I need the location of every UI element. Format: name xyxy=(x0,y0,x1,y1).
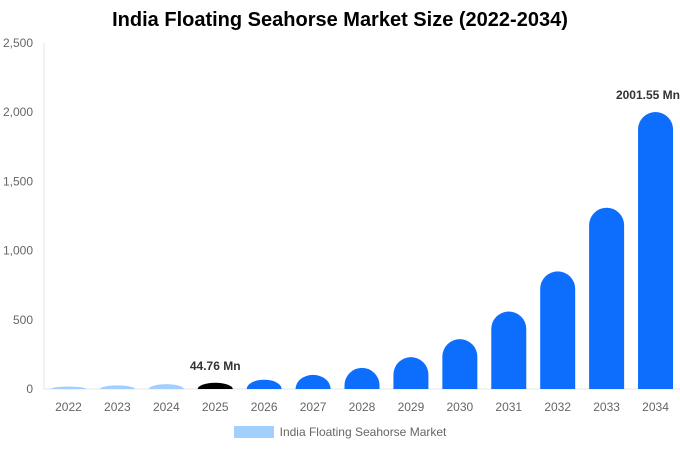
y-tick-label: 2,500 xyxy=(3,36,33,50)
bar-2029[interactable] xyxy=(393,357,429,389)
bar-2032[interactable] xyxy=(540,271,576,389)
bar-2033[interactable] xyxy=(589,207,625,389)
y-tick-label: 0 xyxy=(26,382,33,396)
y-tick-label: 2,000 xyxy=(3,105,33,119)
x-axis: 2022 2023 2024 2025 2026 2027 2028 2029 2030 2031… xyxy=(44,388,680,414)
data-labels: 44.76 Mn 2001.55 Mn xyxy=(190,88,680,373)
bar-2022[interactable] xyxy=(50,386,86,389)
y-tick-label: 1,000 xyxy=(3,244,33,258)
x-tick-label: 2028 xyxy=(349,400,376,414)
chart-title: India Floating Seahorse Market Size (202… xyxy=(112,9,568,31)
bar-2034[interactable] xyxy=(638,111,674,389)
legend[interactable]: India Floating Seahorse Market xyxy=(0,425,680,439)
x-tick-label: 2022 xyxy=(55,400,82,414)
x-tick-label: 2034 xyxy=(642,400,669,414)
y-axis: 0 500 1,000 1,500 2,000 2,500 xyxy=(3,36,45,396)
bar-series xyxy=(50,111,674,389)
data-label-2034: 2001.55 Mn xyxy=(616,88,680,102)
bar-2025[interactable] xyxy=(197,382,233,389)
bar-2023[interactable] xyxy=(99,385,135,389)
x-tick-label: 2033 xyxy=(593,400,620,414)
y-tick-label: 500 xyxy=(13,313,33,327)
x-tick-label: 2023 xyxy=(104,400,131,414)
x-tick-label: 2025 xyxy=(202,400,229,414)
data-label-2025: 44.76 Mn xyxy=(190,359,241,373)
bar-2026[interactable] xyxy=(246,379,282,389)
x-tick-label: 2029 xyxy=(398,400,425,414)
x-tick-label: 2032 xyxy=(544,400,571,414)
x-tick-label: 2026 xyxy=(251,400,278,414)
x-tick-label: 2027 xyxy=(300,400,327,414)
x-tick-label: 2024 xyxy=(153,400,180,414)
bar-2024[interactable] xyxy=(148,384,184,389)
y-tick-label: 1,500 xyxy=(3,174,33,188)
legend-swatch xyxy=(233,426,274,438)
bar-2028[interactable] xyxy=(344,367,380,389)
x-tick-label: 2030 xyxy=(446,400,473,414)
bar-2030[interactable] xyxy=(442,339,478,389)
x-tick-label: 2031 xyxy=(495,400,522,414)
bar-2031[interactable] xyxy=(491,311,527,389)
bar-2027[interactable] xyxy=(295,374,331,389)
legend-label: India Floating Seahorse Market xyxy=(279,425,447,439)
